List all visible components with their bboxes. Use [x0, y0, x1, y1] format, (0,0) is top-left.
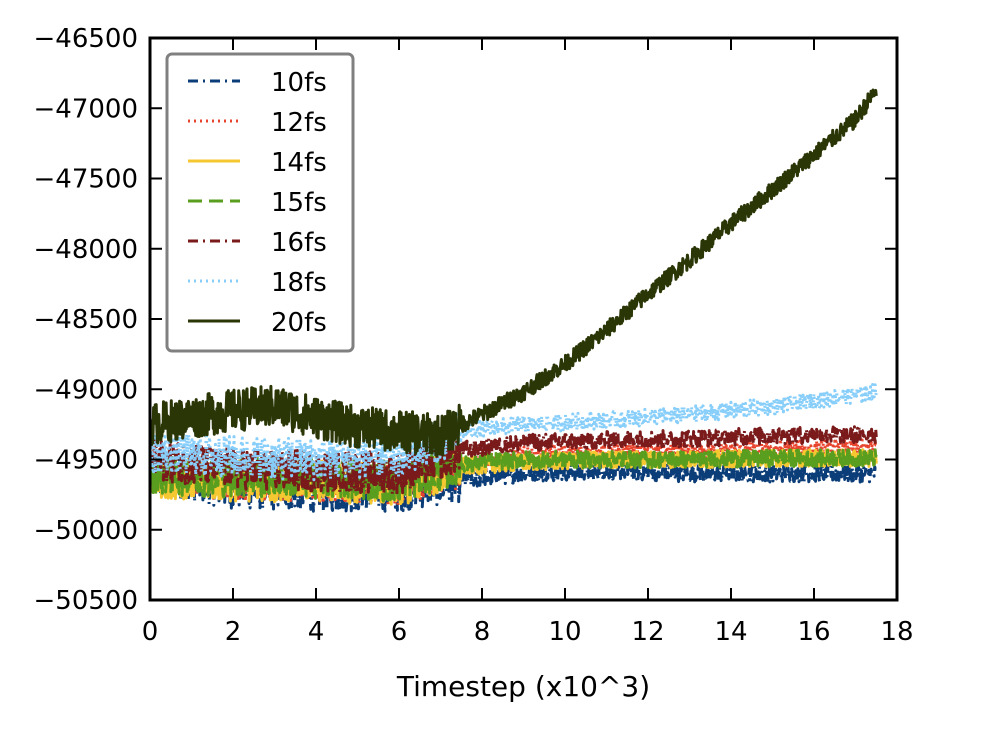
x-tick-label: 2 [225, 617, 242, 647]
legend-label-16fs: 16fs [271, 228, 327, 258]
series-layer [148, 88, 878, 513]
x-tick-label: 0 [142, 617, 159, 647]
legend-box [165, 52, 355, 353]
legend-label-15fs: 15fs [271, 188, 327, 218]
legend: 10fs 12fs 14fs 15fs 16fs 18fs 20fs [165, 52, 355, 353]
x-tick-label: 4 [308, 617, 325, 647]
legend-label-10fs: 10fs [271, 68, 327, 98]
x-tick-label: 12 [631, 617, 664, 647]
y-tick-label: −47000 [34, 94, 139, 124]
x-tick-label: 18 [880, 617, 913, 647]
legend-label-14fs: 14fs [271, 148, 327, 178]
y-tick-label: −48000 [34, 235, 139, 265]
x-axis-label: Timestep (x10^3) [396, 670, 650, 703]
legend-label-18fs: 18fs [271, 268, 327, 298]
y-tick-label: −49000 [34, 375, 139, 405]
legend-label-12fs: 12fs [271, 108, 327, 138]
y-tick-label: −50000 [34, 516, 139, 546]
y-tick-label: −46500 [34, 24, 139, 54]
x-axis-ticks: 0 2 4 6 8 10 12 14 16 18 [142, 38, 914, 647]
x-tick-label: 8 [474, 617, 491, 647]
y-tick-label: −50500 [34, 586, 139, 616]
series-line-20fs [148, 88, 878, 458]
y-axis-ticks: −46500 −47000 −47500 −48000 −48500 −49000 −495… [34, 24, 897, 616]
y-tick-label: −49500 [34, 446, 139, 476]
x-tick-label: 16 [797, 617, 830, 647]
x-tick-label: 10 [548, 617, 581, 647]
y-tick-label: −48500 [34, 305, 139, 335]
legend-label-20fs: 20fs [271, 308, 327, 338]
y-tick-label: −47500 [34, 165, 139, 195]
x-tick-label: 6 [391, 617, 408, 647]
x-tick-label: 14 [714, 617, 747, 647]
series-line-16fs [148, 424, 878, 496]
